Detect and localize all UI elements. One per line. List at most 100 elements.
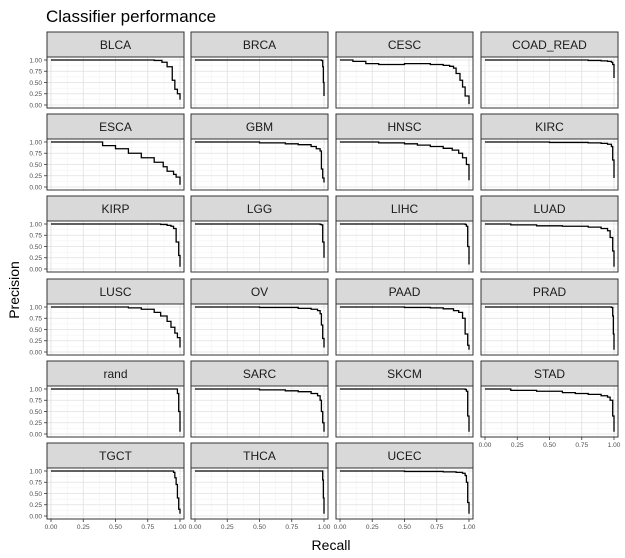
facet-border [480,138,619,191]
facet-panel-brca: BRCA [190,31,329,109]
facet-strip-label: STAD [534,367,565,381]
facet-border [190,303,329,356]
facet-strip [190,360,329,387]
facet-panel-skcm: SKCM [335,360,474,438]
chart-title: Classifier performance [46,7,216,26]
x-tick-label: 0.00 [189,524,202,531]
y-tick-label: 0.50 [29,244,42,251]
facet-strip [335,195,474,222]
pr-curve-prad [485,306,615,350]
pr-curve-kirc [485,141,615,178]
pr-curve-ov [195,306,325,348]
facet-strip-label: SKCM [387,367,422,381]
facet-strip-label: BLCA [100,38,131,52]
facet-grid [47,304,184,355]
y-axis-title: Precision [6,261,22,319]
facet-grid [47,57,184,108]
facet-panels: BLCA 0.00 0.25 0.50 0.75 1.00 BRCA CESC COAD_REA… [29,31,621,531]
pr-curve-thca [195,470,325,514]
x-tick-label: 0.75 [575,442,588,449]
y-tick-label: 0.25 [29,91,42,98]
facet-panel-gbm: GBM [190,113,329,191]
facet-grid [481,221,618,272]
y-tick-label: 0.25 [29,420,42,427]
facet-border [190,56,329,109]
x-axis-title: Recall [312,537,351,553]
y-tick-label: 0.25 [29,502,42,509]
x-tick-label: 1.00 [174,524,187,531]
facet-border [480,220,619,273]
facet-border [480,303,619,356]
y-tick-label: 0.25 [29,255,42,262]
facet-panel-lgg: LGG [190,195,329,273]
facet-grid [47,221,184,272]
x-tick-label: 0.75 [430,524,443,531]
facet-strip [190,278,329,305]
pr-curve-lgg [195,223,325,258]
y-tick-label: 1.00 [29,386,42,393]
y-tick-label: 0.00 [29,102,42,109]
facet-border [190,220,329,273]
facet-strip-label: ESCA [99,120,132,134]
facet-panel-esca: ESCA 0.00 0.25 0.50 0.75 1.00 [29,113,185,191]
facet-strip [190,31,329,58]
facet-strip-label: TGCT [99,449,132,463]
x-tick-label: 0.50 [253,524,266,531]
facet-grid [336,468,473,519]
facet-panel-tgct: TGCT 0.00 0.25 0.50 0.75 1.00 0.00 0.25 0.50 0.75… [29,442,187,531]
y-tick-label: 0.00 [29,184,42,191]
facet-strip [190,442,329,469]
pr-curve-brca [195,59,325,96]
facet-border [480,56,619,109]
y-tick-label: 0.50 [29,80,42,87]
facet-panel-blca: BLCA 0.00 0.25 0.50 0.75 1.00 [29,31,185,109]
facet-strip-label: GBM [246,120,273,134]
facet-panel-rand: rand 0.00 0.25 0.50 0.75 1.00 [29,360,185,438]
facet-panel-kirc: KIRC [480,113,619,191]
x-tick-label: 0.00 [45,524,58,531]
facet-panel-lihc: LIHC [335,195,474,273]
y-tick-label: 0.75 [29,316,42,323]
facet-grid [336,139,473,190]
facet-grid [191,57,328,108]
facet-grid [191,468,328,519]
facet-grid [191,386,328,437]
facet-strip [480,113,619,140]
facet-strip-label: COAD_READ [512,38,587,52]
x-tick-label: 0.00 [334,524,347,531]
pr-curve-esca [51,141,181,185]
y-tick-label: 0.75 [29,151,42,158]
y-tick-label: 0.75 [29,233,42,240]
facet-strip [335,113,474,140]
facet-panel-lusc: LUSC 0.00 0.25 0.50 0.75 1.00 [29,278,185,356]
pr-curve-luad [485,223,615,267]
pr-curve-skcm [340,388,470,432]
facet-strip [46,31,185,58]
facet-strip [480,195,619,222]
pr-curve-lusc [51,306,181,348]
pr-curve-hnsc [340,141,470,181]
facet-panel-prad: PRAD [480,278,619,356]
facet-strip-label: THCA [243,449,276,463]
facet-strip-label: LUSC [99,285,131,299]
facet-strip [46,113,185,140]
y-tick-label: 1.00 [29,468,42,475]
y-tick-label: 1.00 [29,57,42,64]
y-tick-label: 0.50 [29,327,42,334]
facet-strip-label: PAAD [389,285,421,299]
facet-strip-label: PRAD [533,285,567,299]
y-tick-label: 0.00 [29,431,42,438]
facet-border [190,138,329,191]
facet-strip [46,195,185,222]
pr-curve-blca [51,59,181,100]
pr-curve-lihc [340,223,470,265]
x-tick-label: 0.50 [543,442,556,449]
x-tick-label: 0.25 [366,524,379,531]
facet-strip [335,442,474,469]
y-tick-label: 1.00 [29,304,42,311]
y-tick-label: 0.75 [29,480,42,487]
y-tick-label: 0.00 [29,349,42,356]
pr-curve-rand [51,388,181,432]
pr-curve-tgct [51,470,181,514]
